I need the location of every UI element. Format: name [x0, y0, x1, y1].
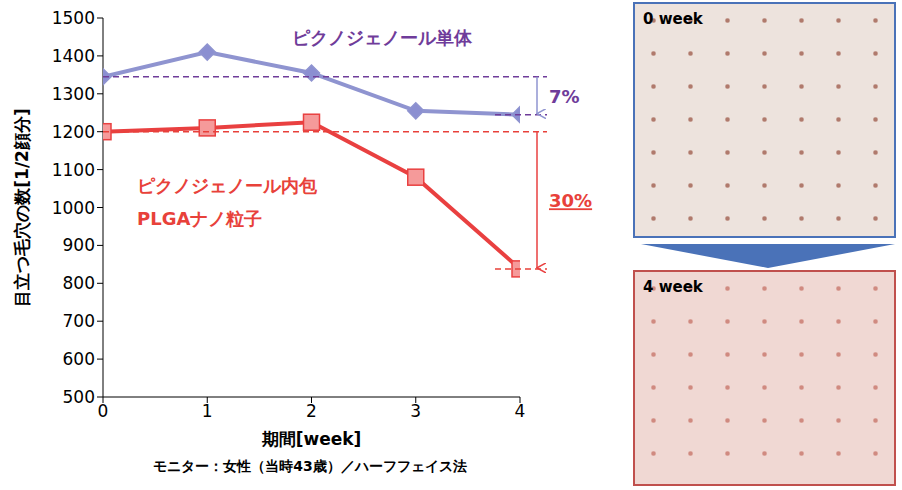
svg-text:700: 700 [63, 311, 95, 331]
svg-text:1: 1 [202, 401, 213, 421]
svg-text:1500: 1500 [52, 8, 95, 28]
svg-text:期間[week]: 期間[week] [261, 429, 362, 449]
svg-text:ピクノジェノール内包PLGAナノ粒子: ピクノジェノール内包PLGAナノ粒子 [137, 175, 318, 229]
svg-text:3: 3 [410, 401, 421, 421]
svg-text:目立つ毛穴の数[1/2顔分]: 目立つ毛穴の数[1/2顔分] [12, 108, 32, 306]
svg-text:ピクノジェノール単体: ピクノジェノール単体 [292, 27, 473, 48]
svg-text:30%: 30% [549, 190, 592, 211]
svg-text:4: 4 [515, 401, 526, 421]
svg-text:0: 0 [98, 401, 109, 421]
svg-text:900: 900 [63, 235, 95, 255]
html-text:0 week: 0 week [643, 10, 703, 28]
svg-text:600: 600 [63, 349, 95, 369]
svg-text:1100: 1100 [52, 160, 95, 180]
svg-text:1300: 1300 [52, 84, 95, 104]
svg-text:2: 2 [306, 401, 317, 421]
html-text:モニター：女性（当時43歳）／ハーフフェイス法: モニター：女性（当時43歳）／ハーフフェイス法 [153, 458, 467, 474]
svg-text:1400: 1400 [52, 46, 95, 66]
html-text:4 week: 4 week [643, 278, 703, 296]
svg-text:7%: 7% [549, 86, 580, 107]
svg-text:800: 800 [63, 273, 95, 293]
svg-text:1200: 1200 [52, 122, 95, 142]
svg-text:500: 500 [63, 387, 95, 407]
svg-text:1000: 1000 [52, 198, 95, 218]
